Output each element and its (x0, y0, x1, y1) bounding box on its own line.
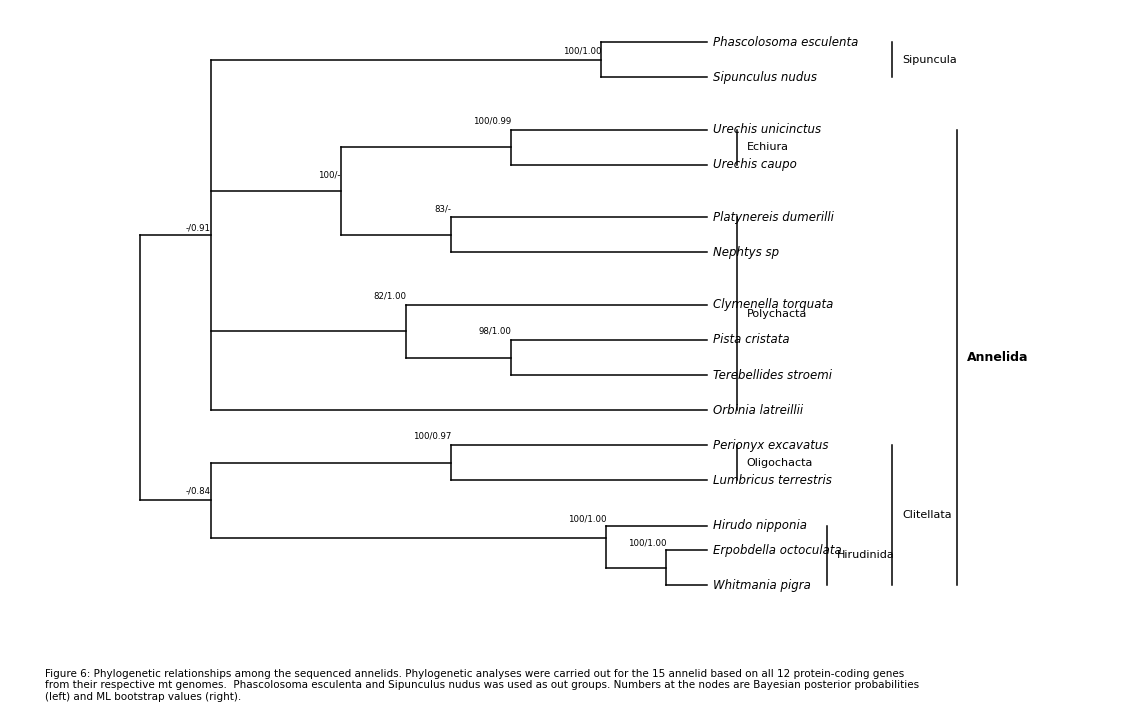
Text: Figure 6: Phylogenetic relationships among the sequenced annelids. Phylogenetic : Figure 6: Phylogenetic relationships amo… (45, 669, 920, 702)
Text: 98/1.00: 98/1.00 (478, 327, 511, 336)
Text: Perionyx excavatus: Perionyx excavatus (713, 439, 828, 452)
Text: 100/0.99: 100/0.99 (473, 116, 511, 125)
Text: 82/1.00: 82/1.00 (373, 291, 406, 301)
Text: 100/1.00: 100/1.00 (563, 47, 601, 55)
Text: Clitellata: Clitellata (902, 510, 951, 520)
Text: Nephtys sp: Nephtys sp (713, 246, 779, 259)
Text: 100/1.00: 100/1.00 (628, 539, 667, 547)
Text: Whitmania pigra: Whitmania pigra (713, 579, 810, 592)
Text: Annelida: Annelida (967, 351, 1028, 364)
Text: Pista cristata: Pista cristata (713, 333, 789, 347)
Text: Urechis unicinctus: Urechis unicinctus (713, 123, 820, 136)
Text: Sipuncula: Sipuncula (902, 55, 957, 65)
Text: Hirudinida: Hirudinida (837, 550, 895, 560)
Text: Orbinia latreillii: Orbinia latreillii (713, 403, 802, 417)
Text: -/0.84: -/0.84 (185, 486, 210, 495)
Text: Platynereis dumerilli: Platynereis dumerilli (713, 211, 834, 224)
Text: Oligochacta: Oligochacta (747, 457, 812, 468)
Text: Phascolosoma esculenta: Phascolosoma esculenta (713, 35, 858, 49)
Text: -/0.91: -/0.91 (185, 223, 210, 233)
Text: Clymenella torquata: Clymenella torquata (713, 298, 833, 311)
Text: Lumbricus terrestris: Lumbricus terrestris (713, 474, 832, 486)
Text: Sipunculus nudus: Sipunculus nudus (713, 71, 817, 84)
Text: 83/-: 83/- (434, 204, 451, 213)
Text: 100/-: 100/- (319, 171, 341, 180)
Text: 100/1.00: 100/1.00 (568, 514, 607, 523)
Text: Hirudo nipponia: Hirudo nipponia (713, 519, 807, 532)
Text: 100/0.97: 100/0.97 (412, 432, 451, 441)
Text: Echiura: Echiura (747, 143, 789, 152)
Text: Terebellides stroemi: Terebellides stroemi (713, 369, 832, 381)
Text: Polychacta: Polychacta (747, 308, 807, 319)
Text: Erpobdella octoculata: Erpobdella octoculata (713, 544, 842, 557)
Text: Urechis caupo: Urechis caupo (713, 158, 797, 172)
